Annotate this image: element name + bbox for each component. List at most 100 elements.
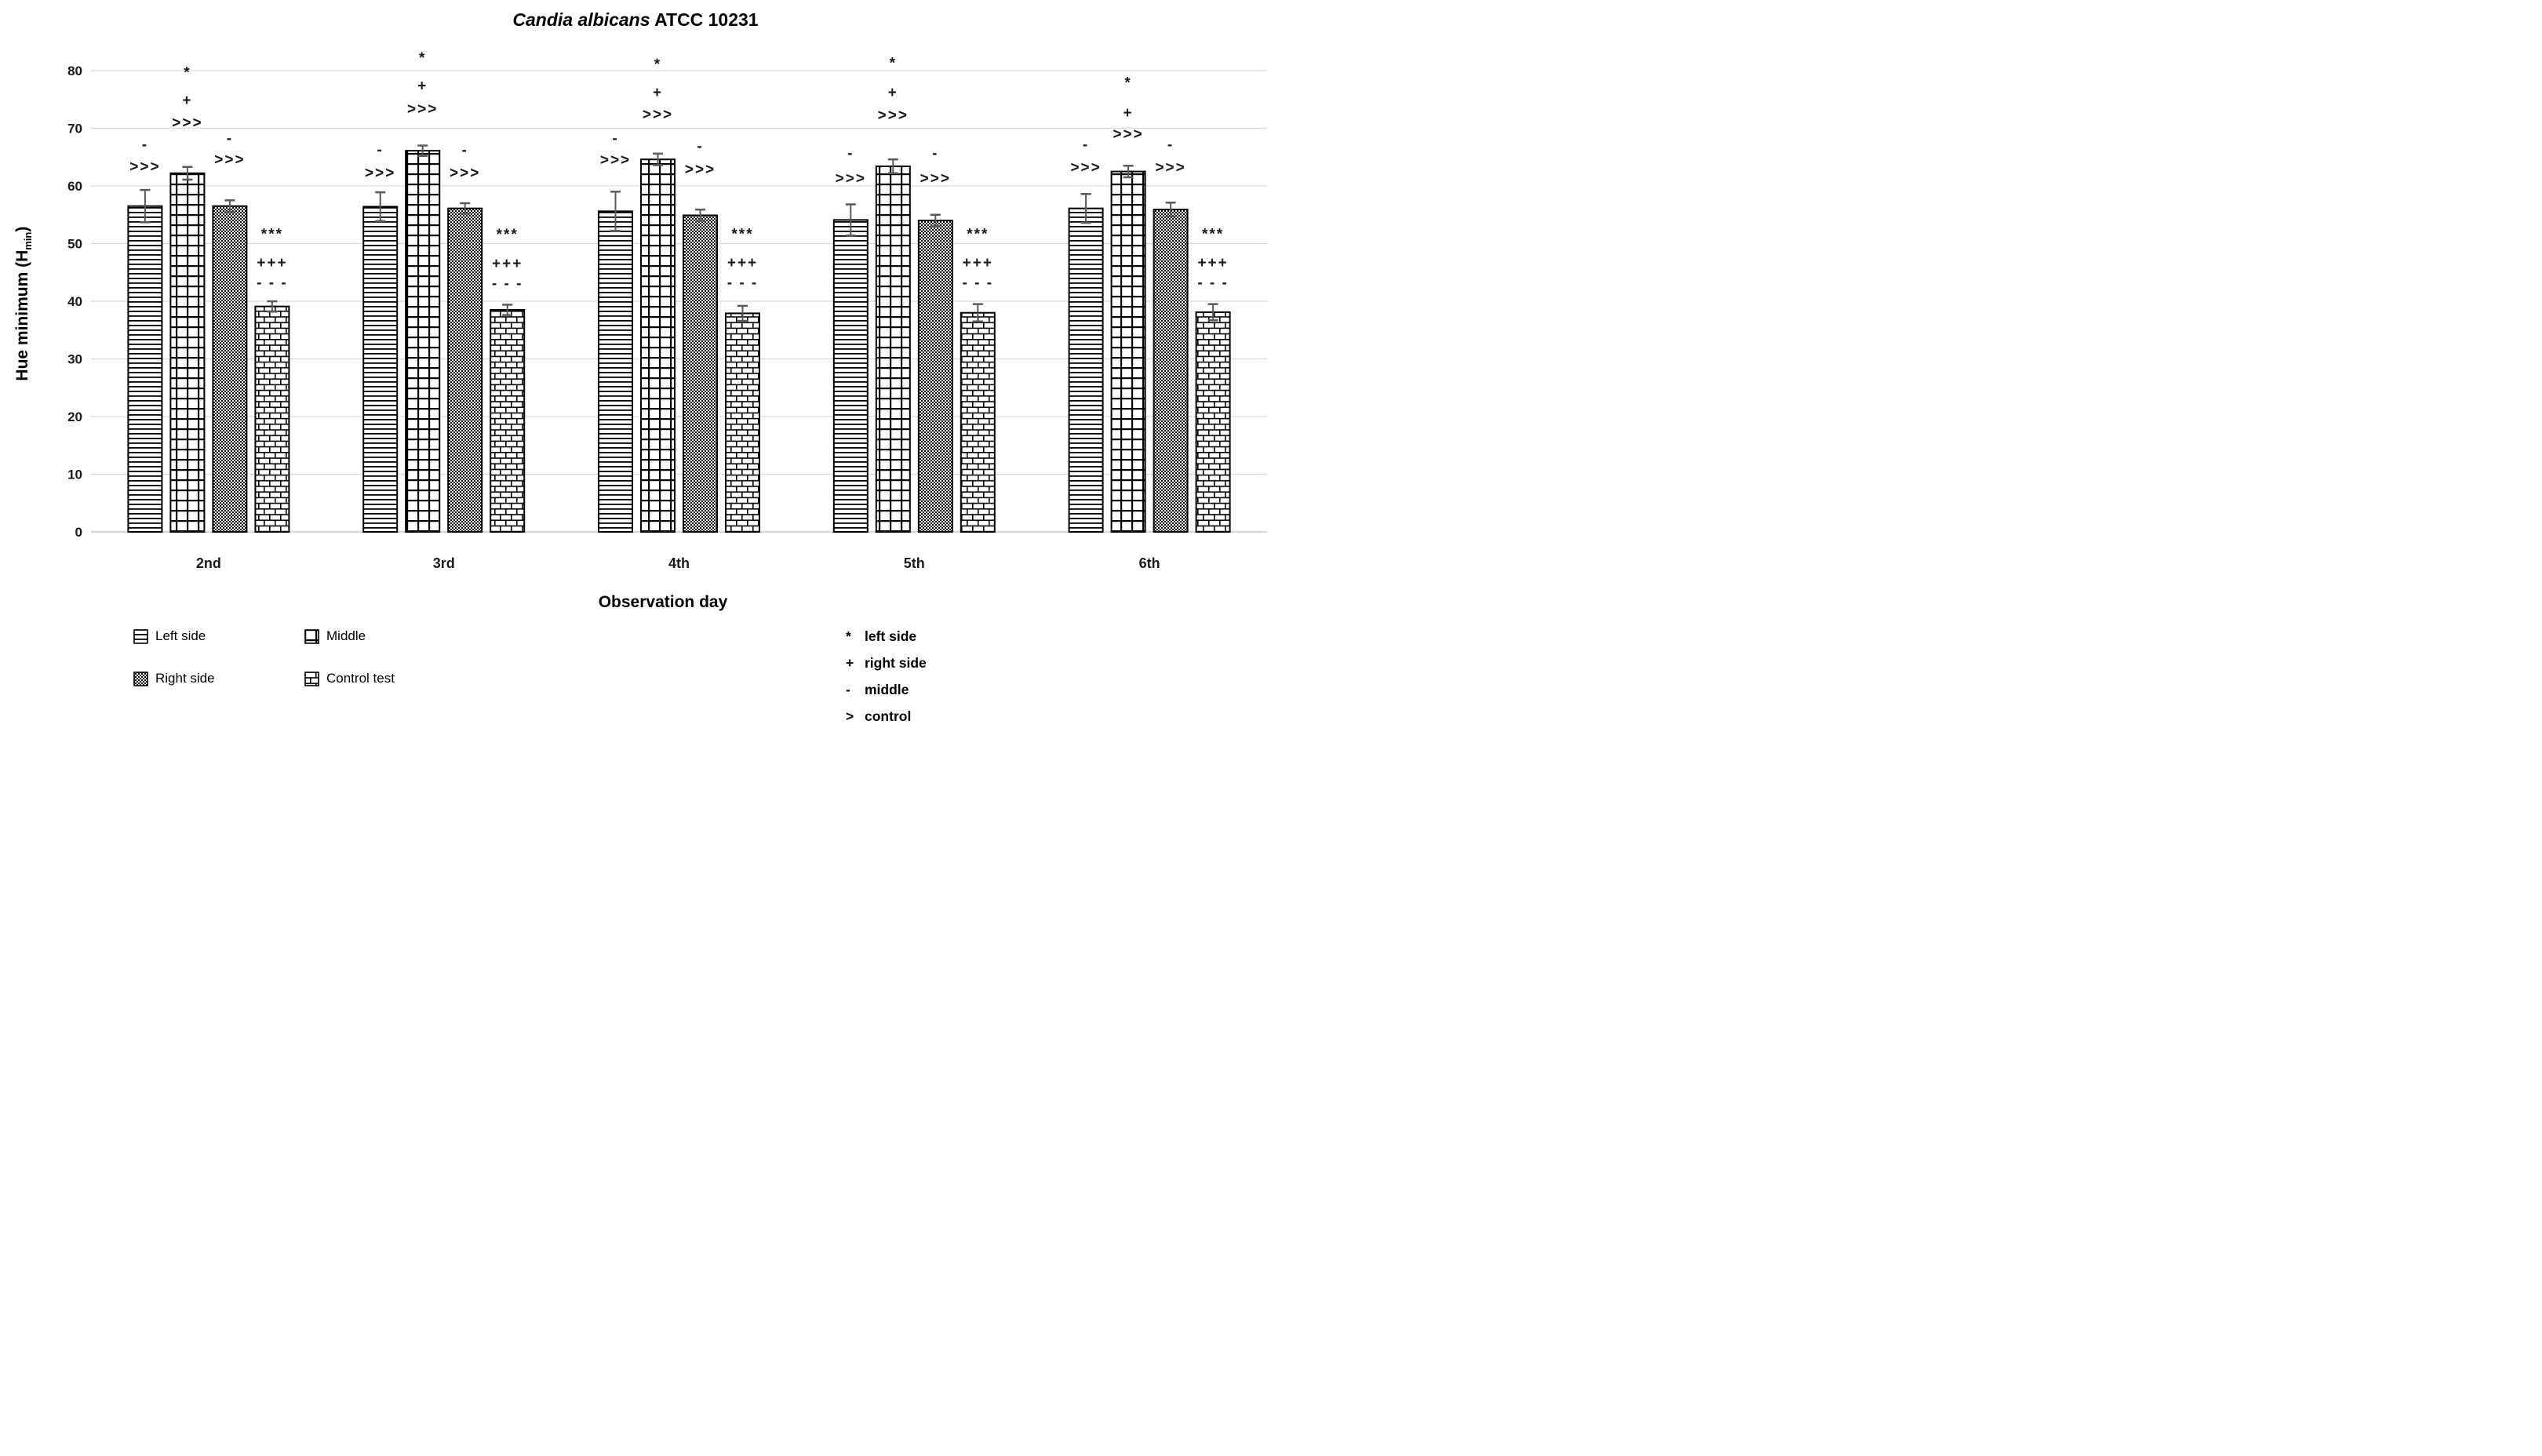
legend-label: Right side (155, 671, 215, 686)
significance-annotation: + (182, 93, 192, 109)
significance-annotation: *** (967, 226, 989, 242)
significance-annotation: +++ (727, 255, 758, 271)
significance-annotation: >>> (836, 171, 866, 187)
x-tick-label: 3rd (433, 555, 455, 571)
significance-key: * left side + right side - middle > control (846, 623, 927, 728)
key-item-middle: - middle (846, 681, 909, 697)
y-tick-label: 50 (67, 237, 82, 252)
bar-checker-6th (1153, 209, 1189, 533)
bar-grid-6th (1110, 170, 1146, 533)
legend-swatch-brick-icon (304, 671, 319, 686)
legend-item-right-side: Right side (133, 671, 215, 686)
x-tick-label: 6th (1139, 555, 1160, 571)
x-tick-label: 5th (904, 555, 925, 571)
significance-annotation: >>> (920, 171, 951, 187)
significance-annotation: - - - (727, 275, 759, 292)
significance-annotation: - (1083, 136, 1089, 153)
chart-page: Candia albicans ATCC 10231 Hue minimum (… (0, 0, 1271, 728)
significance-annotation: - - - (257, 275, 288, 292)
significance-annotation: *** (261, 226, 283, 242)
bar-brick-2nd (254, 305, 290, 533)
significance-annotation: *** (497, 227, 519, 243)
y-tick-label: 20 (67, 410, 82, 424)
significance-annotation: >>> (685, 162, 716, 178)
bar-hlines-2nd (127, 205, 163, 533)
bar-grid-3rd (405, 150, 441, 533)
y-tick-label: 40 (67, 294, 82, 309)
significance-annotation: *** (1202, 226, 1224, 242)
bar-brick-4th (725, 312, 760, 533)
key-item-left-side: * left side (846, 628, 917, 644)
legend-item-control-test: Control test (304, 671, 395, 686)
minus-symbol: - (846, 681, 850, 697)
significance-annotation: >>> (1155, 160, 1185, 177)
significance-annotation: >>> (1113, 126, 1143, 143)
bar-hlines-3rd (362, 206, 399, 533)
y-tick-label: 60 (67, 179, 82, 194)
legend-item-left-side: Left side (133, 628, 206, 644)
bar-grid-4th (640, 158, 676, 533)
plus-symbol: + (846, 654, 854, 671)
x-tick-label: 4th (668, 555, 690, 571)
significance-annotation: +++ (492, 256, 523, 272)
bar-hlines-6th (1068, 207, 1104, 533)
significance-annotation: - (847, 145, 854, 162)
significance-annotation: - - - (963, 275, 994, 292)
significance-annotation: - (612, 130, 618, 147)
significance-annotation: - (932, 145, 938, 162)
significance-annotation: >>> (172, 115, 202, 131)
significance-annotation: >>> (214, 151, 245, 168)
significance-annotation: >>> (407, 101, 438, 118)
chart-title: Candia albicans ATCC 10231 (0, 9, 1271, 31)
bar-grid-2nd (169, 172, 206, 533)
significance-annotation: >>> (365, 165, 395, 181)
chart-title-species: Candia albicans (512, 9, 650, 30)
significance-annotation: >>> (878, 107, 909, 124)
x-axis-title: Observation day (598, 593, 728, 611)
y-tick-label: 10 (67, 468, 82, 482)
significance-annotation: + (1124, 105, 1134, 122)
significance-annotation: >>> (450, 165, 480, 181)
legend-item-middle: Middle (304, 628, 366, 644)
legend-swatch-hlines-icon (133, 628, 148, 644)
legend-swatch-grid-icon (304, 628, 319, 644)
bar-brick-3rd (490, 309, 526, 533)
chart-title-strain: ATCC 10231 (650, 9, 759, 30)
significance-annotation: +++ (1197, 255, 1228, 271)
significance-annotation: >>> (643, 107, 673, 123)
significance-annotation: >>> (1070, 160, 1101, 177)
legend-label: Control test (326, 671, 395, 686)
significance-annotation: * (1124, 75, 1131, 92)
bar-checker-4th (683, 214, 718, 533)
significance-annotation: * (654, 56, 661, 73)
bar-checker-2nd (212, 205, 248, 533)
significance-annotation: * (184, 64, 191, 81)
significance-annotation: +++ (963, 255, 993, 271)
legend-swatch-checker-icon (133, 671, 148, 686)
y-tick-label: 0 (75, 525, 82, 540)
significance-annotation: - (697, 139, 703, 155)
significance-annotation: * (419, 50, 426, 67)
legend-label: Left side (155, 628, 206, 643)
significance-annotation: - (142, 136, 148, 153)
key-item-control: > control (846, 708, 912, 724)
asterisk-symbol: * (846, 628, 851, 644)
significance-annotation: * (890, 56, 897, 72)
significance-annotation: - (377, 142, 384, 158)
significance-annotation: - (227, 130, 233, 147)
significance-annotation: - (462, 143, 468, 159)
significance-annotation: +++ (257, 255, 287, 271)
bar-checker-5th (917, 220, 953, 533)
y-tick-label: 30 (67, 352, 82, 367)
y-tick-label: 80 (67, 64, 82, 78)
bar-grid-5th (875, 166, 911, 533)
bar-hlines-4th (598, 210, 633, 533)
greater-than-symbol: > (846, 708, 854, 724)
legend-label: Middle (326, 628, 366, 643)
significance-annotation: - (1167, 136, 1174, 153)
bar-brick-6th (1195, 311, 1231, 533)
significance-annotation: >>> (600, 152, 631, 169)
bar-brick-5th (960, 311, 996, 533)
significance-annotation: + (888, 85, 898, 101)
significance-annotation: - - - (1197, 275, 1229, 292)
